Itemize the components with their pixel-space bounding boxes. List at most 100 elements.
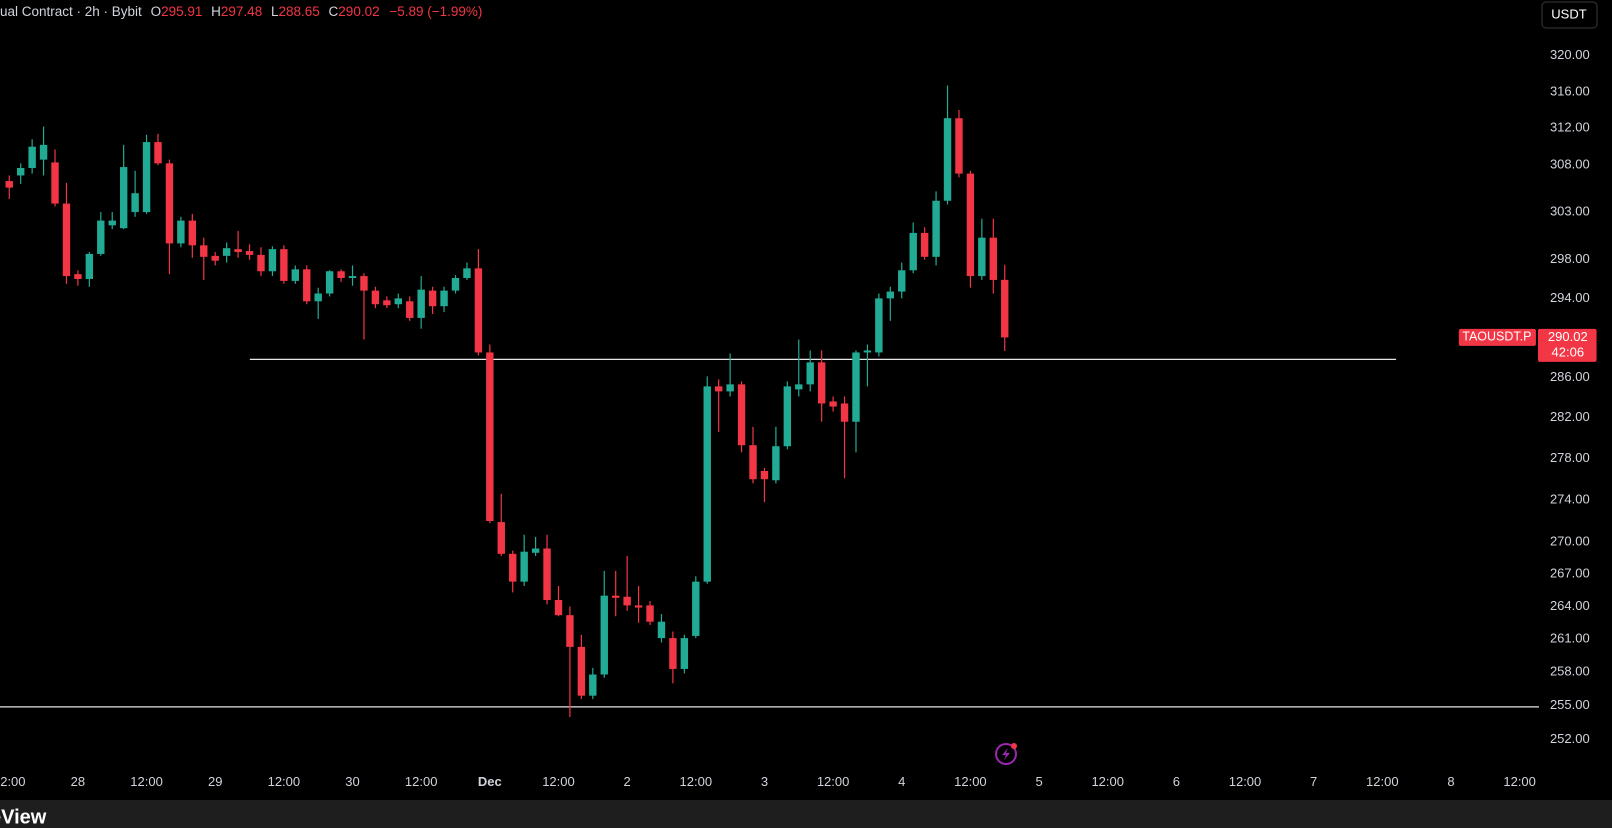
candle-body [714,386,723,392]
candle-body [463,268,471,279]
candle-body [1001,279,1009,338]
candle-body [600,595,608,675]
y-tick-label: 320.00 [1550,47,1590,62]
y-tick-label: 278.00 [1550,450,1590,465]
currency-button-label[interactable]: USDT [1551,6,1586,21]
plot-area: 320.00 316.00 312.00 308.00 303.00 298.00 294.… [0,47,1597,789]
candle-body [989,237,997,280]
candle-body [783,386,792,447]
ohlc-value: 295.91 [161,4,203,19]
candle-body [406,301,414,318]
candle-body [943,118,952,201]
y-tick-label: 316.00 [1550,83,1590,98]
candle-body [829,401,837,407]
candle-body [920,232,929,257]
footer-bar [0,800,1612,828]
x-tick-label: 12:00 [680,774,713,789]
candle-body [898,270,906,292]
y-tick-label: 258.00 [1550,664,1590,679]
candle-body [257,254,265,272]
x-tick-label: 5 [1035,774,1042,789]
candle-body [268,249,277,272]
y-tick-label: 286.00 [1550,369,1590,384]
candle-body [909,232,917,271]
ohlc-value: 297.48 [220,4,263,19]
candle-body [554,599,563,616]
ohlc-letter: H [211,4,221,19]
candle-body [5,181,13,188]
candle-body [200,245,208,257]
x-tick-label: 12:00 [954,774,987,789]
last-price-label: 290.02 [1548,329,1588,344]
candle-body [497,522,505,554]
symbol-tag-label: TAOUSDT.P [1462,330,1531,344]
candle-body [978,237,986,277]
candle-body [474,268,483,353]
x-tick-label: 12:00 [1091,774,1124,789]
candle-body [966,173,975,277]
candle-body [657,621,666,639]
x-tick-label: 12:00 [817,774,850,789]
y-tick-label: 308.00 [1550,157,1590,172]
candle-body [371,290,380,305]
candle-body [886,291,895,299]
currency-button-box[interactable] [1541,1,1598,29]
x-tick-label: 12:00 [1503,774,1536,789]
event-icon [995,743,1017,765]
candle-body [360,276,368,291]
x-tick-label: 28 [71,774,85,789]
candle-body [188,220,197,246]
candle-body [348,276,357,279]
candle-body [932,200,940,257]
candle-body [692,581,700,636]
x-tick-label: 12:00 [1366,774,1399,789]
y-tick-label: 274.00 [1550,491,1590,506]
candle-body [234,249,242,253]
candle-body [28,146,36,169]
x-tick-label: 30 [345,774,359,789]
x-tick-label: 12:00 [405,774,438,789]
ohlc-letter: O [150,4,162,19]
y-tick-label: 282.00 [1550,409,1590,424]
x-tick-label: 4 [898,774,905,789]
currency-button[interactable]: USDT [1541,1,1598,29]
candle-body [440,290,448,307]
candle-body [486,352,494,522]
candle-body [577,646,586,696]
candle-body [566,615,574,647]
x-tick-label: 7 [1310,774,1317,789]
x-tick-label: 3 [761,774,768,789]
candle-body [394,298,402,305]
candle-body [16,168,25,176]
x-tick-label: 6 [1173,774,1180,789]
candle-body [646,605,654,622]
candle-body [51,162,59,204]
x-tick-label: Dec [478,774,502,789]
y-tick-label: 264.00 [1550,598,1590,613]
y-tick-label: 252.00 [1550,731,1590,746]
x-tick-label: 29 [208,774,222,789]
candle-body [383,300,391,306]
candle-body [749,445,757,480]
event-icon-dot [1011,743,1017,749]
candle-body [451,278,460,291]
candle-body [97,220,105,254]
y-tick-label: 267.00 [1550,566,1590,581]
candle-body [509,553,517,582]
countdown-label: 42:06 [1552,344,1585,359]
last-price-tag [1537,328,1597,362]
symbol-title: ual Contract · 2h · Bybit [0,4,142,19]
candle-body [737,384,746,446]
candle-body [863,350,872,353]
ohlc-value: 290.02 [338,4,380,19]
brand: eView [0,806,47,828]
candle-body [154,142,162,164]
candle-body [795,384,803,390]
candle-body [325,271,334,294]
change-label: −5.89 (−1.99%) [389,4,483,19]
candle-body [955,118,963,174]
event-icon-ring [995,743,1017,765]
candle-body [428,290,437,307]
x-tick-label: 12:00 [130,774,163,789]
